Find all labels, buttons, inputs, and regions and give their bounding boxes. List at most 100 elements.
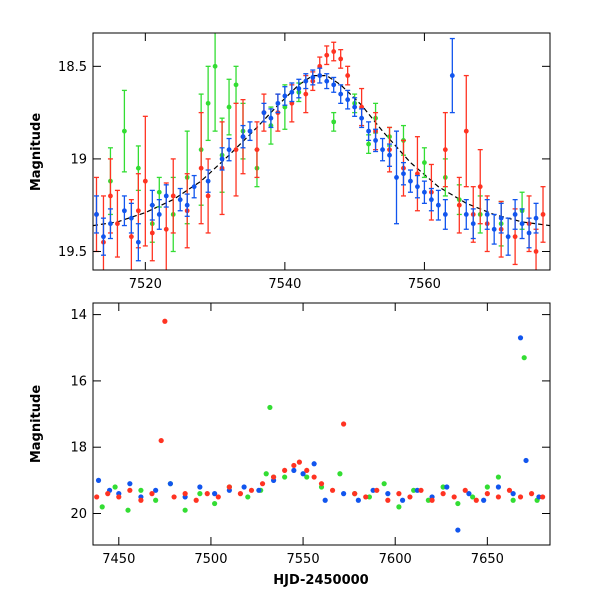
top-blue-point-37 (401, 171, 406, 177)
top-blue-point-32 (366, 128, 371, 134)
bottom-red-point-32 (418, 487, 424, 493)
top-blue-point-10 (184, 202, 190, 208)
bottom-red-point-13 (226, 484, 232, 490)
bottom-blue-point-6 (167, 481, 173, 487)
bottom-red-point-42 (528, 491, 535, 497)
bottom-blue-point-8 (197, 484, 203, 490)
bottom-green-point-30 (510, 497, 516, 503)
bottom-red-point-36 (462, 487, 468, 493)
top-blue-point-1 (101, 234, 106, 240)
top-blue-point-43 (442, 212, 448, 217)
top-blue-point-3 (121, 208, 127, 214)
bottom-red-point-19 (291, 462, 297, 469)
bottom-red-point-41 (517, 494, 524, 500)
top-blue-point-11 (191, 184, 197, 190)
top-blue-point-6 (149, 202, 155, 208)
bottom-red-point-18 (282, 467, 288, 474)
top-blue-point-21 (289, 89, 295, 95)
bottom-green-point-16 (304, 474, 310, 480)
bottom-blue-point-17 (322, 497, 328, 503)
bottom-red-point-16 (259, 481, 266, 487)
top-green-point-11 (226, 104, 232, 110)
bottom-ytick-label-0: 14 (70, 308, 87, 323)
top-green-point-24 (422, 160, 427, 166)
top-blue-point-40 (422, 189, 427, 195)
top-blue-point-47 (484, 212, 490, 217)
bottom-red-point-31 (407, 494, 413, 500)
bottom-blue-point-14 (291, 467, 297, 474)
bottom-y-axis-label: Magnitude (29, 385, 44, 464)
bottom-green-point-1 (112, 484, 118, 490)
top-blue-point-45 (463, 212, 469, 217)
top-blue-point-54 (533, 215, 539, 221)
top-blue-point-25 (317, 73, 323, 78)
top-blue-point-22 (296, 86, 302, 91)
top-red-point-11 (198, 165, 204, 171)
bottom-red-point-33 (429, 497, 435, 503)
bottom-green-point-13 (267, 404, 273, 411)
top-blue-point-35 (387, 152, 392, 158)
bottom-blue-point-18 (341, 491, 347, 497)
top-green-point-2 (135, 165, 141, 171)
top-blue-point-48 (491, 226, 497, 232)
top-green-point-18 (331, 119, 337, 125)
bottom-ytick-label-3: 20 (70, 507, 87, 522)
bottom-red-point-6 (158, 437, 164, 444)
top-blue-point-9 (177, 197, 183, 203)
top-blue-point-34 (380, 147, 385, 153)
top-blue-point-50 (505, 234, 511, 240)
bottom-green-point-18 (337, 471, 343, 477)
bottom-red-point-30 (396, 491, 402, 497)
top-blue-point-15 (240, 134, 246, 140)
top-blue-point-49 (498, 215, 504, 221)
bottom-red-point-3 (127, 487, 133, 493)
bottom-red-point-20 (296, 459, 302, 465)
bottom-red-point-38 (484, 491, 490, 497)
top-blue-point-29 (345, 97, 351, 103)
top-ytick-label-0: 18.5 (58, 60, 87, 75)
top-red-point-9 (170, 193, 176, 199)
bottom-blue-point-23 (414, 487, 420, 493)
top-red-point-40 (512, 234, 518, 240)
bottom-blue-point-19 (355, 497, 361, 503)
bottom-green-point-31 (521, 355, 527, 361)
top-blue-point-52 (519, 221, 525, 227)
top-red-point-6 (142, 178, 148, 184)
bottom-red-point-14 (237, 491, 244, 497)
bottom-blue-point-20 (370, 487, 376, 493)
bottom-red-point-34 (440, 491, 446, 497)
bottom-red-point-26 (352, 491, 358, 497)
bottom-red-point-1 (105, 491, 111, 497)
bottom-red-point-21 (304, 467, 310, 474)
bottom-green-point-28 (484, 484, 490, 490)
bottom-xtick-label-3: 7600 (379, 552, 412, 567)
bottom-green-point-27 (470, 494, 476, 500)
bottom-blue-point-3 (127, 481, 133, 487)
bottom-plot-frame (92, 302, 551, 546)
bottom-red-point-5 (149, 491, 155, 497)
top-red-point-35 (463, 128, 469, 134)
top-blue-point-17 (261, 110, 267, 116)
top-red-point-12 (205, 193, 211, 199)
bottom-ytick-label-1: 16 (70, 374, 87, 389)
top-red-point-22 (317, 63, 323, 69)
bottom-plot-area (94, 318, 546, 533)
top-blue-point-51 (512, 212, 518, 217)
top-red-point-19 (289, 100, 295, 106)
bottom-panel: 7450 7500 7550 7600 7650 14 16 18 20 Magnitude H… (29, 302, 551, 588)
top-red-point-3 (115, 221, 120, 227)
top-blue-point-41 (428, 197, 434, 203)
bottom-green-point-22 (396, 504, 402, 510)
bottom-ytick-label-2: 18 (70, 441, 87, 456)
top-green-point-9 (212, 63, 218, 69)
top-blue-point-18 (268, 115, 274, 121)
bottom-red-point-29 (385, 497, 391, 503)
bottom-red-point-24 (329, 487, 336, 493)
bottom-green-point-23 (411, 487, 417, 493)
top-red-point-33 (442, 147, 448, 153)
top-xtick-label-2: 7560 (408, 277, 441, 292)
bottom-red-point-8 (171, 494, 177, 500)
bottom-red-point-25 (341, 421, 347, 427)
top-blue-point-44 (449, 73, 455, 78)
bottom-blue-point-15 (300, 471, 306, 477)
